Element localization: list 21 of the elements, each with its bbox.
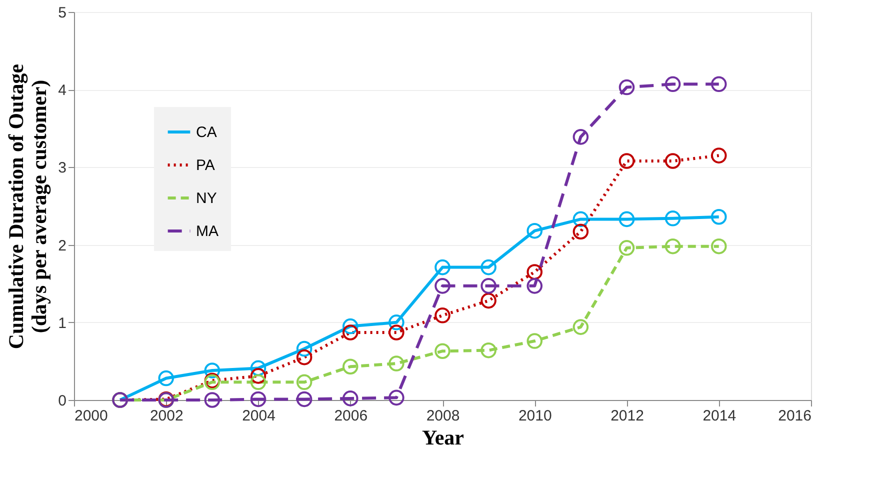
y-tick-label: 5 <box>58 4 66 22</box>
x-tick-label: 2004 <box>242 408 276 424</box>
y-axis-title: Cumulative Duration of Outage (days per average customer) <box>4 64 52 350</box>
legend-label: NY <box>196 190 217 207</box>
x-tick-label: 2002 <box>150 408 184 424</box>
x-tick-label: 2014 <box>702 408 736 424</box>
legend-label: CA <box>196 124 217 141</box>
y-tick-label: 2 <box>58 237 66 254</box>
x-tick-label: 2012 <box>610 408 644 424</box>
y-tick-label: 1 <box>58 314 66 332</box>
legend-label: PA <box>196 157 215 174</box>
x-axis-title: Year <box>422 426 464 450</box>
x-tick-label: 2016 <box>778 408 812 424</box>
x-tick-label: 2000 <box>74 408 108 424</box>
x-tick-label: 2010 <box>518 408 552 424</box>
x-tick-label: 2008 <box>426 408 460 424</box>
y-tick-label: 3 <box>58 160 66 177</box>
y-tick-label: 4 <box>58 82 66 100</box>
legend-label: MA <box>196 223 218 240</box>
y-tick-label: 0 <box>58 392 66 410</box>
x-tick-label: 2006 <box>334 408 368 424</box>
